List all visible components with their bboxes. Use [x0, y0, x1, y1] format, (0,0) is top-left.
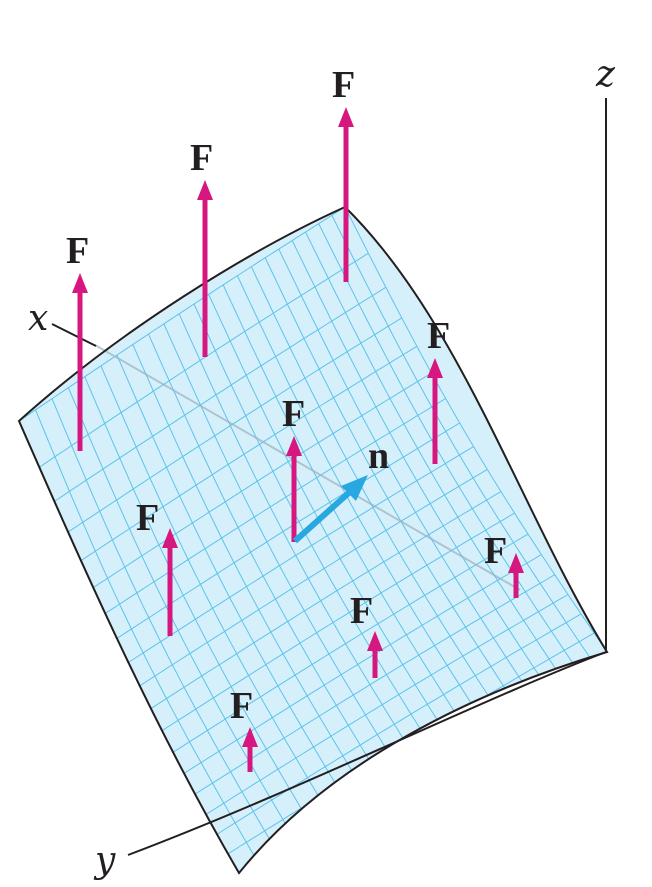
field-vector: F — [190, 137, 213, 357]
grid-line — [148, 333, 385, 784]
grid-line — [331, 215, 593, 661]
grid-line — [291, 240, 548, 688]
grid-line — [178, 313, 419, 763]
grid-line — [100, 365, 331, 817]
grid-line — [205, 594, 569, 816]
grid-line — [208, 294, 453, 743]
grid-line — [222, 284, 469, 734]
field-vector-arrowhead — [72, 273, 88, 293]
grid-line — [250, 266, 501, 715]
grid-line — [113, 422, 460, 641]
grid-line — [116, 354, 349, 806]
field-vector: F — [136, 497, 178, 636]
y-axis — [127, 651, 607, 856]
x-axis-hidden — [94, 344, 521, 591]
field-vector-label: F — [350, 590, 373, 632]
field-vector-arrowhead — [508, 553, 524, 573]
grid-line — [216, 613, 582, 835]
field-vector: F — [66, 230, 89, 451]
field-vector-arrowhead — [427, 358, 443, 378]
x-axis-label: x — [28, 298, 48, 339]
grid-line — [344, 207, 607, 653]
field-vector-label: F — [427, 315, 450, 357]
normal-label: n — [368, 435, 389, 477]
grid-line — [52, 286, 387, 503]
surface-edge — [17, 205, 609, 875]
field-vector-label: F — [332, 64, 355, 106]
field-vector-arrowhead — [367, 631, 383, 651]
grid-line — [136, 468, 488, 688]
x-axis — [51, 323, 97, 347]
grid-line — [236, 275, 485, 724]
grid-line — [171, 533, 529, 754]
field-vector: F — [282, 393, 305, 542]
field-vector-arrowhead — [197, 180, 213, 200]
field-vector: F — [350, 590, 383, 678]
grid-line — [193, 303, 436, 753]
field-vector-arrowhead — [286, 436, 302, 456]
grid-line — [132, 344, 367, 795]
grid-line — [278, 248, 532, 696]
grid-line — [305, 231, 563, 679]
grid-line — [194, 574, 555, 795]
grid-line — [264, 257, 517, 705]
normal-vector — [292, 475, 368, 544]
field-vectors: F F F F F F F F F — [66, 64, 524, 772]
field-vector-label: F — [66, 230, 89, 272]
grid-line — [318, 223, 578, 670]
field-vector-arrowhead — [338, 107, 354, 127]
field-vector-label: F — [190, 137, 213, 179]
field-vector: F — [484, 530, 524, 598]
surface — [17, 205, 609, 875]
field-vector-arrowhead — [242, 727, 258, 747]
grid-line — [35, 409, 258, 862]
grid-line — [37, 252, 369, 469]
field-vector-label: F — [282, 393, 305, 435]
grid-line — [77, 345, 418, 563]
field-vector: F — [427, 315, 450, 464]
grid-line — [84, 376, 313, 828]
normal-arrowhead — [341, 475, 368, 501]
field-vector-label: F — [136, 497, 159, 539]
field-vector-label: F — [230, 685, 253, 727]
z-axis-label: z — [595, 54, 616, 95]
field-vector-arrowhead — [162, 528, 178, 548]
grid-line — [90, 372, 432, 590]
field-vector-label: F — [484, 530, 507, 572]
y-axis-label: y — [93, 840, 116, 881]
grid-line — [125, 446, 474, 665]
grid-line — [101, 398, 446, 616]
field-vector: F — [332, 64, 355, 282]
grid-line — [51, 398, 277, 851]
grid-line — [163, 323, 402, 774]
grid-line — [148, 491, 502, 711]
grid-line — [65, 317, 403, 535]
field-vector: F — [230, 685, 258, 772]
grid-line — [159, 512, 515, 733]
